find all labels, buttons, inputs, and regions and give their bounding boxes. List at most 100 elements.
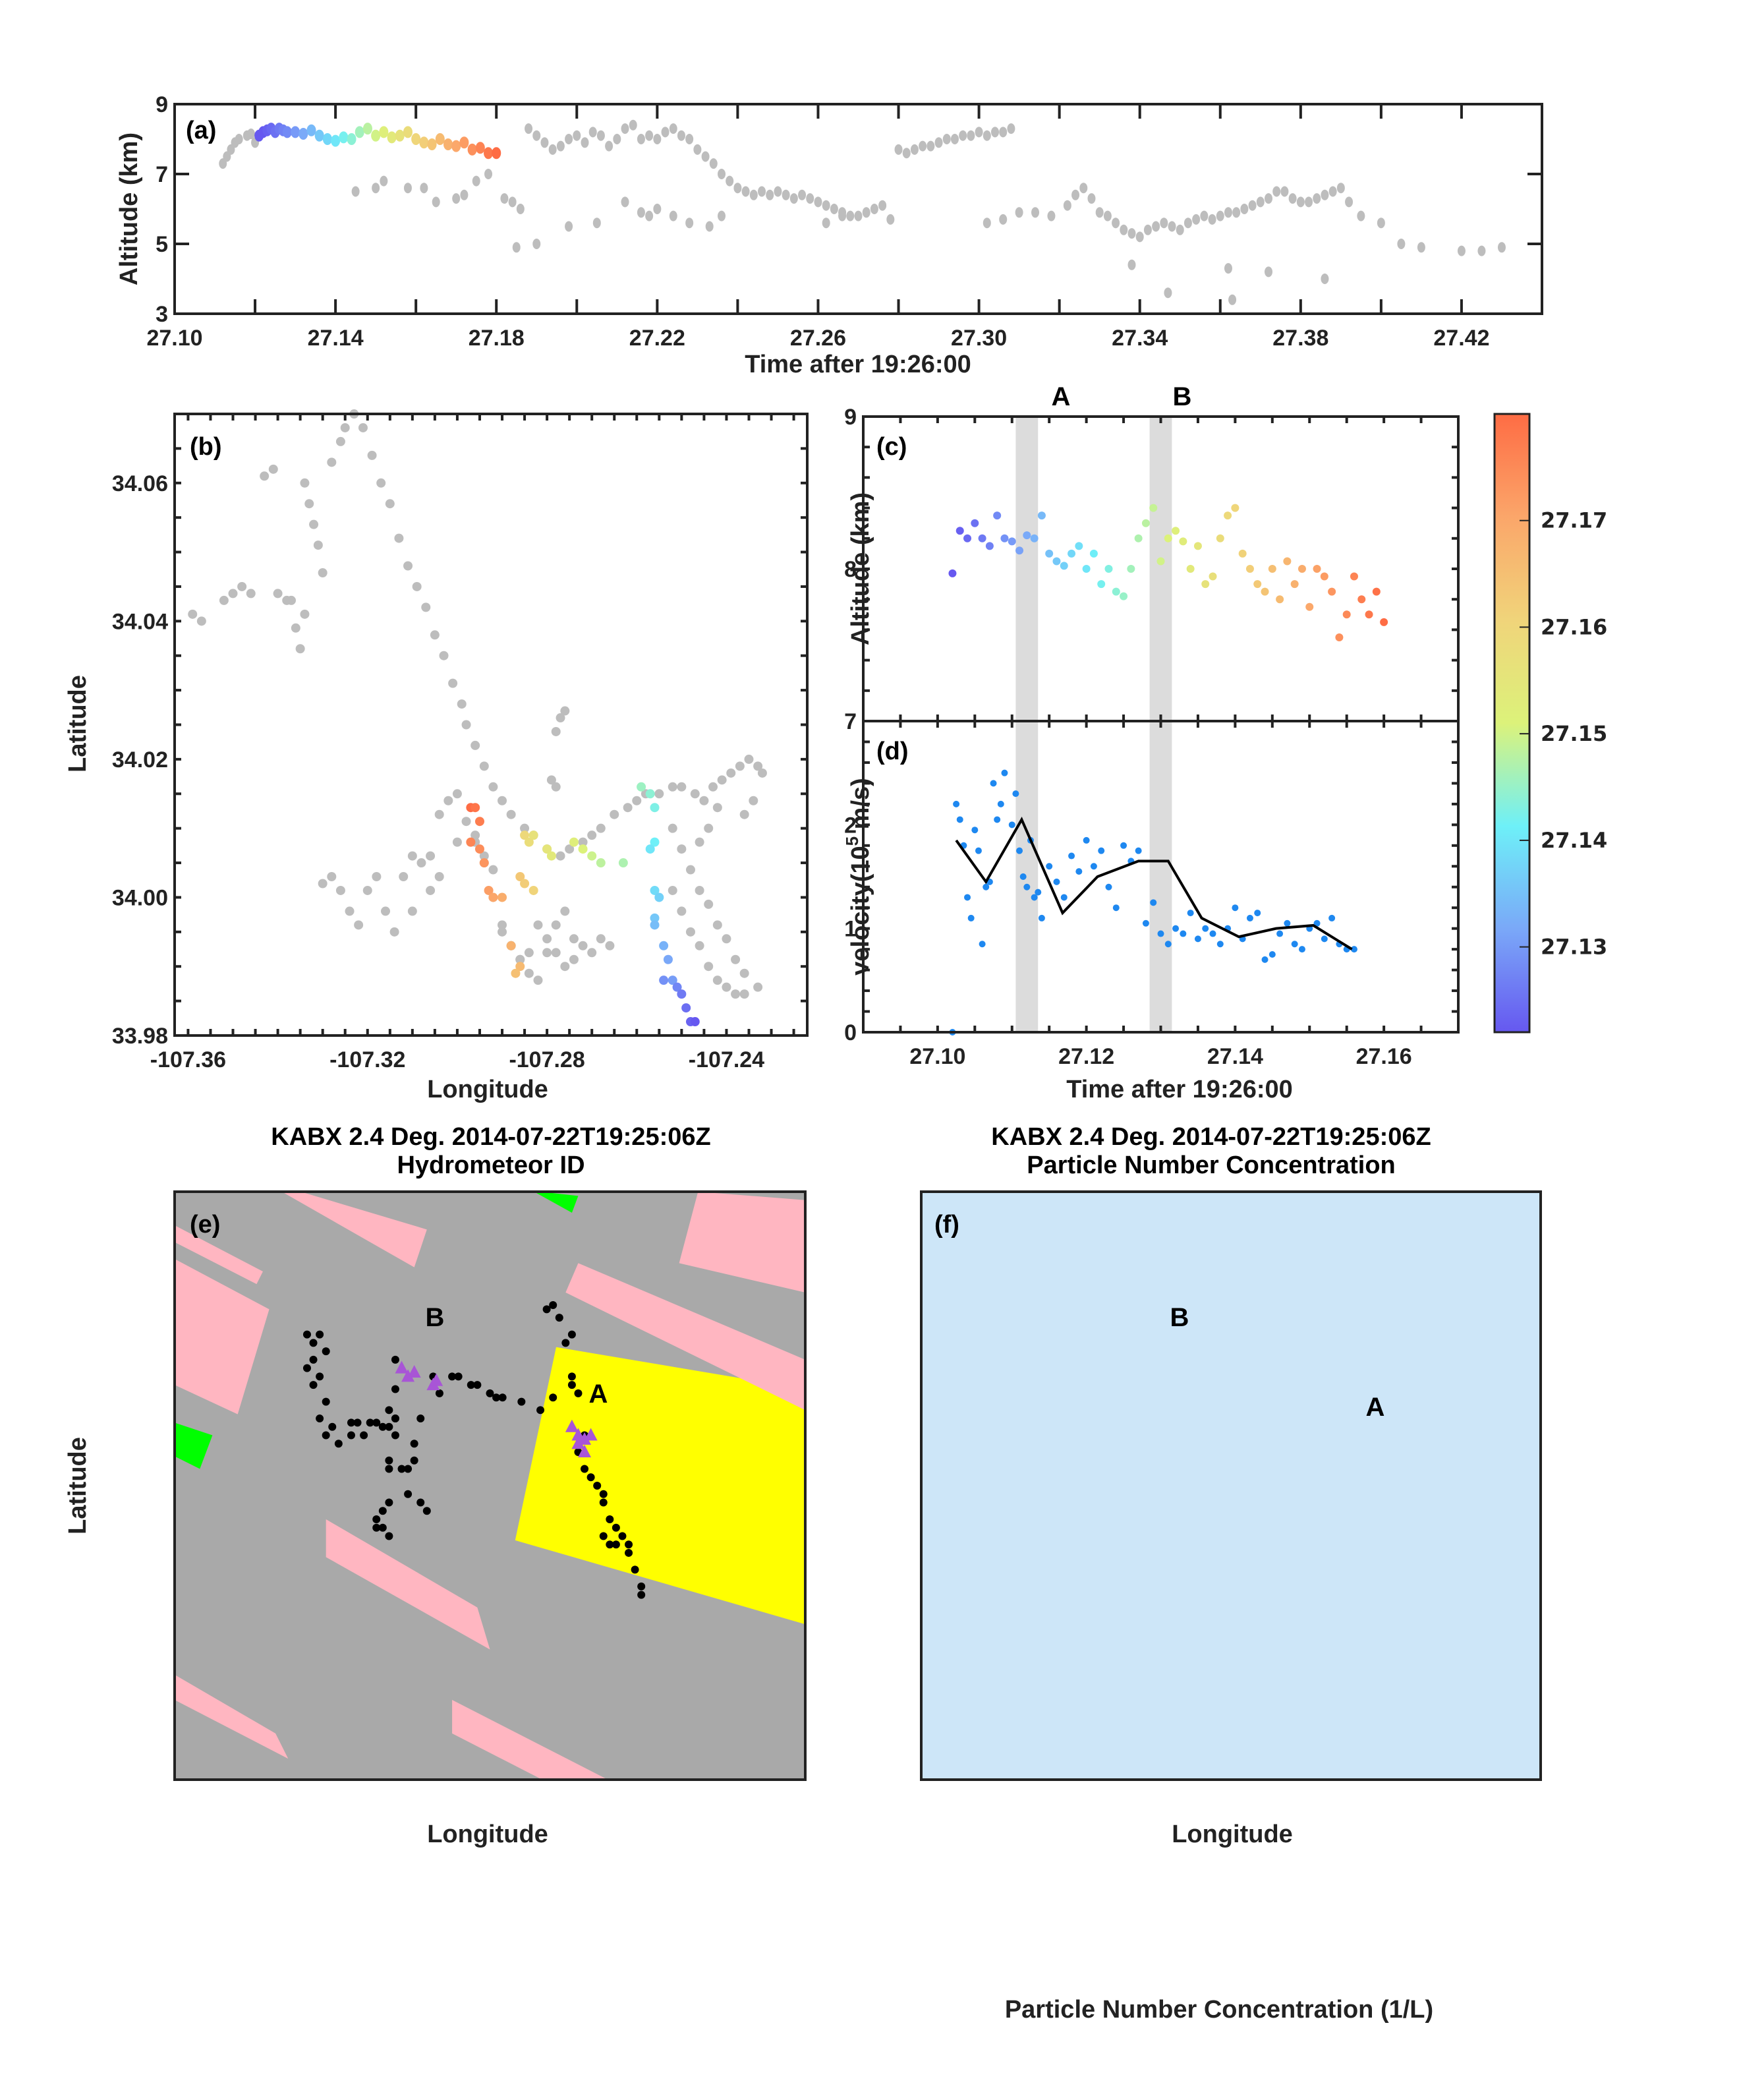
velocity-point — [1180, 930, 1187, 937]
scatter-point-colored — [645, 844, 655, 854]
scatter-point — [500, 193, 509, 204]
scatter-point-colored — [1209, 572, 1217, 581]
triangle-marker-A — [578, 1445, 592, 1458]
scatter-point — [1280, 186, 1289, 197]
track-point — [473, 1381, 482, 1389]
scatter-point — [712, 803, 722, 813]
scatter-point — [533, 976, 543, 985]
scatter-point — [228, 589, 238, 598]
y-tick-label: 0 — [844, 1020, 857, 1045]
velocity-point — [1209, 930, 1216, 937]
scatter-point — [695, 837, 704, 847]
scatter-point — [516, 204, 525, 214]
x-tick-label: 27.10 — [146, 326, 202, 351]
scatter-point — [551, 948, 561, 958]
scatter-point — [718, 169, 726, 179]
scatter-point — [452, 193, 461, 204]
scatter-point — [525, 123, 533, 134]
scatter-point-colored — [528, 885, 538, 895]
track-point — [366, 1418, 374, 1427]
velocity-point — [1031, 894, 1038, 901]
track-point — [555, 1314, 563, 1322]
scatter-point-colored — [1372, 587, 1381, 596]
scatter-point — [774, 186, 782, 197]
track-point — [372, 1523, 381, 1532]
scatter-point-colored — [948, 569, 957, 577]
scatter-point — [556, 851, 565, 861]
scatter-point-colored — [1179, 537, 1187, 546]
scatter-point-colored — [299, 128, 308, 140]
scatter-point — [695, 885, 704, 895]
scatter-point — [592, 218, 601, 229]
scatter-point — [354, 920, 364, 930]
scatter-point — [1417, 242, 1425, 253]
track-point — [378, 1422, 387, 1431]
scatter-point — [1457, 245, 1466, 256]
scatter-point — [1120, 224, 1128, 235]
panel-b-label: (b) — [190, 433, 222, 461]
x-tick-label: -107.28 — [509, 1047, 584, 1072]
scatter-point — [1248, 200, 1257, 211]
scatter-point — [910, 144, 919, 155]
scatter-point-colored — [645, 789, 655, 799]
velocity-point — [1298, 946, 1305, 953]
scatter-point-colored — [1365, 610, 1373, 619]
track-point — [567, 1372, 576, 1381]
panel-d-ylabel-text: velocity(105 m/s) — [842, 778, 874, 976]
scatter-point-colored — [1075, 542, 1083, 550]
panel-b-ylabel: Latitude — [64, 675, 92, 773]
velocity-point — [1135, 847, 1142, 854]
scatter-point-colored — [1357, 595, 1366, 604]
track-point — [397, 1465, 406, 1473]
scatter-point-colored — [466, 837, 476, 847]
scatter-point — [358, 423, 368, 432]
scatter-point-colored — [1030, 534, 1039, 542]
scatter-point — [426, 885, 436, 895]
scatter-point-colored — [379, 126, 389, 138]
time-colorbar-gradient — [1493, 413, 1531, 1034]
velocity-point — [1269, 951, 1276, 958]
track-point — [567, 1330, 576, 1339]
scatter-point — [1224, 207, 1232, 218]
scatter-point — [430, 630, 440, 640]
scatter-point — [403, 561, 413, 571]
scatter-point — [470, 831, 480, 840]
shaded-band-A — [1015, 721, 1039, 1032]
scatter-point — [846, 210, 855, 221]
scatter-point-colored — [569, 837, 579, 847]
scatter-point — [814, 196, 822, 208]
panel-e-markers — [395, 1360, 598, 1458]
scatter-point — [461, 720, 471, 730]
scatter-point-colored — [322, 133, 332, 145]
scatter-point — [1497, 242, 1506, 253]
scatter-point — [372, 872, 382, 882]
colorbar-tick-label: 27.14 — [1541, 828, 1607, 853]
scatter-point — [758, 186, 766, 197]
scatter-point — [295, 644, 305, 654]
scatter-point — [416, 858, 426, 868]
scatter-point — [508, 196, 517, 208]
velocity-point — [1046, 863, 1053, 870]
nt-legend-xlabel: Particle Number Concentration (1/L) — [1005, 1996, 1433, 2024]
colorbar-tick-label: 27.13 — [1541, 935, 1607, 960]
shaded-band-B — [1149, 721, 1172, 1032]
scatter-point-colored — [650, 885, 660, 895]
scatter-point-colored — [1172, 527, 1180, 535]
scatter-point — [1135, 231, 1144, 243]
velocity-point — [1001, 769, 1008, 776]
scatter-point — [188, 609, 198, 619]
scatter-point — [645, 130, 654, 141]
scatter-point — [565, 221, 573, 232]
panel-e-frame — [173, 1190, 807, 1781]
scatter-point — [753, 982, 763, 992]
scatter-point — [705, 221, 714, 232]
scatter-point — [983, 130, 991, 141]
scatter-point — [739, 968, 749, 978]
track-point — [625, 1548, 633, 1557]
scatter-point-colored — [451, 140, 461, 152]
track-point — [378, 1523, 387, 1532]
velocity-point — [979, 941, 986, 948]
scatter-point-colored — [427, 138, 437, 150]
panel-e-regions — [175, 1192, 805, 1780]
region-vertical-ice — [679, 1192, 805, 1293]
